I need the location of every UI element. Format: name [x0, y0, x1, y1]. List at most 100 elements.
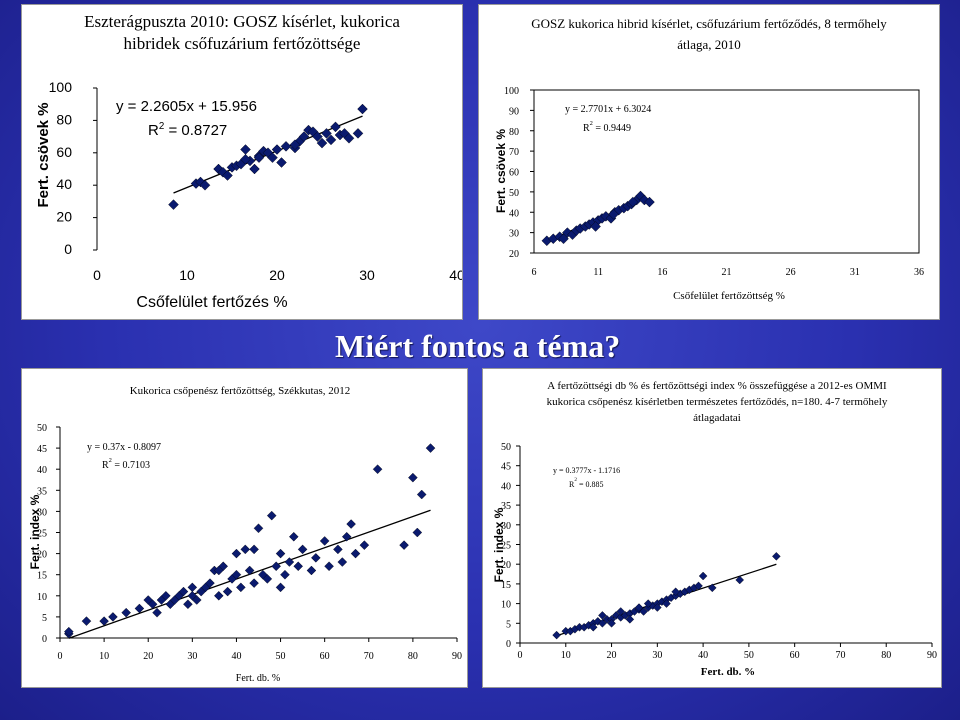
- data-point: [372, 464, 383, 474]
- x-tick-label: 0: [93, 267, 101, 283]
- x-axis-label: Csőfelület fertőzés %: [136, 294, 287, 311]
- data-point: [214, 565, 224, 576]
- data-point: [275, 548, 286, 559]
- data-point: [346, 519, 356, 529]
- data-point: [616, 607, 625, 616]
- chart-svg-3: Kukorica csőpenész fertőzöttség, Székkut…: [28, 385, 462, 684]
- chart-title-line: kukorica csőpenész kísérletben természet…: [547, 396, 888, 408]
- y-axis-label: Fert. index %: [492, 507, 506, 582]
- data-point: [249, 163, 260, 175]
- data-point: [350, 548, 361, 559]
- y-tick-label: 90: [509, 106, 519, 117]
- x-tick-label: 10: [561, 650, 571, 661]
- chart-title-line: A fertőzöttségi db % és fertőzöttségi in…: [547, 380, 887, 392]
- data-point: [108, 612, 118, 622]
- x-axis-label: Csőfelület fertőzöttség %: [673, 290, 785, 302]
- x-tick-label: 90: [927, 650, 937, 661]
- y-tick-label: 30: [501, 521, 511, 532]
- chart-title-line: Eszterágpuszta 2010: GOSZ kísérlet, kuko…: [84, 12, 400, 31]
- x-tick-label: 50: [744, 650, 754, 661]
- data-point: [552, 630, 561, 640]
- x-tick-label: 16: [657, 267, 667, 278]
- x-tick-label: 40: [698, 650, 708, 661]
- x-tick-label: 11: [593, 267, 603, 278]
- chart-panel-4: A fertőzöttségi db % és fertőzöttségi in…: [482, 368, 942, 688]
- data-point: [231, 569, 242, 580]
- x-tick-label: 60: [790, 650, 800, 661]
- x-axis-label: Fert. db. %: [701, 666, 755, 678]
- data-point: [337, 557, 348, 567]
- data-point: [639, 607, 648, 616]
- data-point: [289, 531, 299, 542]
- data-point: [408, 472, 418, 483]
- data-point: [306, 565, 317, 576]
- data-point: [99, 616, 109, 626]
- chart-panel-3: Kukorica csőpenész fertőzöttség, Székkut…: [21, 368, 468, 688]
- y-tick-label: 40: [37, 465, 47, 476]
- data-point: [284, 557, 295, 567]
- data-point: [280, 141, 292, 152]
- data-point: [240, 153, 251, 165]
- data-point: [214, 591, 224, 601]
- data-point: [735, 575, 745, 585]
- data-point: [319, 536, 330, 546]
- data-point: [634, 603, 644, 612]
- data-point: [359, 540, 370, 550]
- data-point: [240, 544, 251, 555]
- data-point: [653, 603, 662, 612]
- regression-equation: y = 2.2605x + 15.956: [116, 98, 257, 115]
- data-point: [178, 586, 189, 597]
- y-tick-label: 100: [49, 79, 73, 95]
- data-point: [183, 599, 193, 610]
- y-tick-label: 10: [37, 592, 47, 603]
- x-tick-label: 30: [359, 267, 375, 283]
- data-point: [298, 131, 310, 142]
- x-tick-label: 40: [449, 267, 462, 283]
- y-tick-label: 35: [37, 486, 47, 497]
- data-point: [772, 552, 781, 561]
- x-tick-label: 70: [364, 651, 374, 662]
- data-point: [330, 121, 341, 133]
- data-point: [625, 615, 635, 624]
- r-squared-label: R2 = 0.7103: [102, 457, 150, 471]
- data-point: [297, 544, 308, 555]
- chart-panel-1: Eszterágpuszta 2010: GOSZ kísérlet, kuko…: [21, 4, 463, 320]
- data-point: [644, 196, 655, 208]
- y-axis-label: Fert. index %: [28, 494, 42, 569]
- regression-equation: y = 2.7701x + 6.3024: [565, 104, 651, 115]
- y-tick-label: 35: [501, 501, 511, 512]
- x-tick-label: 40: [231, 651, 241, 662]
- data-point: [249, 544, 259, 555]
- data-point: [341, 531, 352, 542]
- y-tick-label: 100: [504, 86, 519, 97]
- x-tick-label: 70: [835, 650, 845, 661]
- data-point: [425, 443, 436, 453]
- r-squared-label: R2 = 0.9449: [583, 120, 631, 134]
- y-tick-label: 60: [509, 168, 519, 179]
- data-point: [289, 139, 301, 150]
- chart-title-line: hibridek csőfuzárium fertőzöttsége: [124, 34, 361, 53]
- r-squared-label: R2 = 0.885: [569, 477, 603, 489]
- data-point: [671, 587, 680, 597]
- data-point: [271, 144, 283, 155]
- data-point: [627, 196, 639, 208]
- data-point: [253, 152, 265, 163]
- data-point: [262, 574, 273, 584]
- data-point: [231, 548, 242, 559]
- y-tick-label: 40: [501, 481, 511, 492]
- data-point: [249, 578, 259, 588]
- x-tick-label: 90: [452, 651, 462, 662]
- data-point: [187, 582, 198, 593]
- data-point: [222, 170, 233, 181]
- data-point: [168, 199, 179, 210]
- y-tick-label: 15: [501, 580, 511, 591]
- data-point: [608, 209, 619, 220]
- chart-title-line: átlaga, 2010: [677, 37, 741, 52]
- y-tick-label: 25: [501, 541, 511, 552]
- data-point: [199, 179, 211, 191]
- data-point: [275, 582, 286, 593]
- chart-title-line: GOSZ kukorica hibrid kísérlet, csőfuzári…: [531, 16, 887, 31]
- data-point: [266, 510, 277, 521]
- data-point: [698, 571, 708, 581]
